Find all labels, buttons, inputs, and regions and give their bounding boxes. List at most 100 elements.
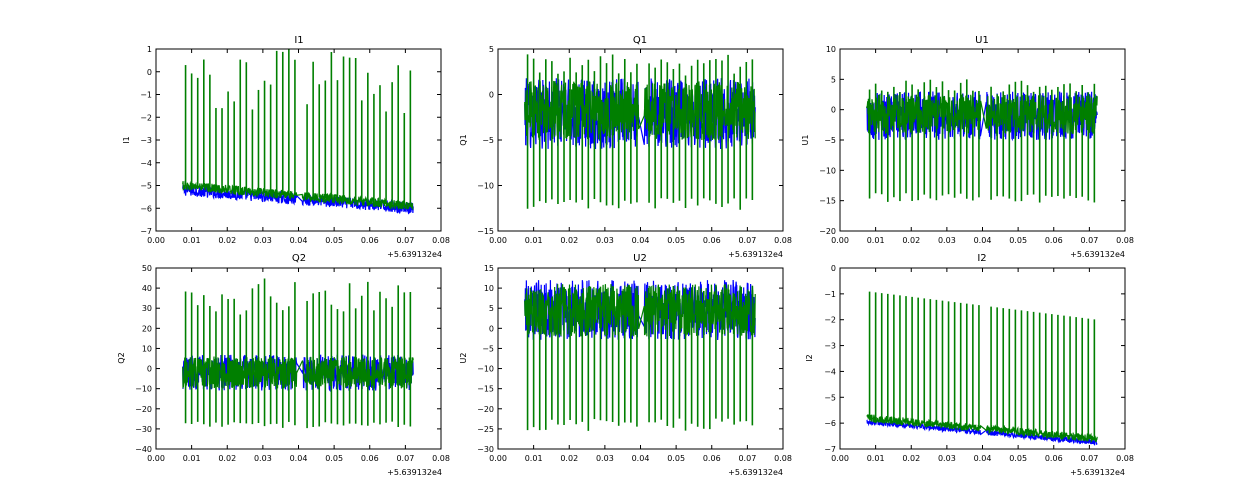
x-tick-label: 0.01 xyxy=(183,236,201,245)
y-axis-label: I1 xyxy=(122,136,131,143)
y-tick-label: −1 xyxy=(140,91,152,100)
panel-title: Q2 xyxy=(292,253,306,264)
panel-title: U2 xyxy=(633,253,647,264)
y-tick-label: −2 xyxy=(140,113,152,122)
x-tick-label: 0.08 xyxy=(432,454,450,463)
y-tick-label: −30 xyxy=(477,445,494,454)
y-tick-label: −4 xyxy=(824,367,836,376)
y-tick-label: 1 xyxy=(147,45,152,54)
panel-i1: I1 I1 +5.639132e4 0.00 0.01 0.02 0.03 0.04 0.… xyxy=(122,35,450,259)
y-tick-label: 10 xyxy=(484,284,494,293)
y-axis-label: Q2 xyxy=(117,352,126,363)
x-tick-label: 0.03 xyxy=(596,454,614,463)
x-tick-label: 0.00 xyxy=(489,236,507,245)
y-tick-label: −7 xyxy=(824,445,836,454)
panel-u2: U2 U2 +5.639132e4 0.00 0.01 0.02 0.03 0.04 0.… xyxy=(459,253,792,477)
panel-title: I1 xyxy=(294,35,303,46)
x-offset-label: +5.639132e4 xyxy=(728,250,783,259)
x-offset-label: +5.639132e4 xyxy=(1070,468,1125,477)
y-tick-label: −3 xyxy=(140,136,152,145)
x-tick-label: 0.01 xyxy=(525,454,543,463)
x-tick-label: 0.04 xyxy=(290,236,308,245)
x-tick-label: 0.00 xyxy=(831,236,849,245)
y-tick-label: −5 xyxy=(482,344,494,353)
y-tick-label: 50 xyxy=(142,264,152,273)
y-tick-label: 5 xyxy=(831,75,836,84)
x-tick-label: 0.06 xyxy=(1045,236,1063,245)
x-tick-label: 0.05 xyxy=(1009,454,1027,463)
y-tick-label: −6 xyxy=(824,419,836,428)
x-tick-label: 0.06 xyxy=(361,236,379,245)
x-tick-label: 0.04 xyxy=(632,454,650,463)
x-tick-label: 0.00 xyxy=(147,454,165,463)
y-tick-label: −20 xyxy=(819,227,836,236)
x-tick-label: 0.01 xyxy=(867,236,885,245)
x-tick-label: 0.03 xyxy=(938,454,956,463)
y-tick-label: −5 xyxy=(482,136,494,145)
panel-u1: U1 U1 +5.639132e4 0.00 0.01 0.02 0.03 0.04 0.… xyxy=(801,35,1134,259)
x-tick-label: 0.04 xyxy=(974,454,992,463)
y-tick-label: 5 xyxy=(489,304,494,313)
x-tick-label: 0.02 xyxy=(560,236,578,245)
y-axis-label: U1 xyxy=(801,135,810,146)
plot-area xyxy=(182,278,414,429)
x-tick-label: 0.07 xyxy=(738,236,756,245)
y-tick-label: −40 xyxy=(135,445,152,454)
series-line xyxy=(866,418,1098,446)
x-tick-label: 0.02 xyxy=(560,454,578,463)
x-tick-label: 0.04 xyxy=(632,236,650,245)
x-tick-label: 0.08 xyxy=(1116,236,1134,245)
x-tick-label: 0.05 xyxy=(667,236,685,245)
x-tick-label: 0.06 xyxy=(361,454,379,463)
x-tick-label: 0.00 xyxy=(147,236,165,245)
x-tick-label: 0.03 xyxy=(938,236,956,245)
x-tick-label: 0.06 xyxy=(703,236,721,245)
x-tick-label: 0.01 xyxy=(183,454,201,463)
y-tick-label: −5 xyxy=(140,182,152,191)
y-tick-label: −30 xyxy=(135,425,152,434)
y-tick-label: 40 xyxy=(142,284,152,293)
y-axis-label: I2 xyxy=(805,354,814,361)
panel-q1: Q1 Q1 +5.639132e4 0.00 0.01 0.02 0.03 0.04 0.… xyxy=(459,35,792,259)
x-tick-label: 0.08 xyxy=(774,454,792,463)
y-tick-label: −10 xyxy=(477,182,494,191)
panel-i2: I2 I2 +5.639132e4 0.00 0.01 0.02 0.03 0.04 0.… xyxy=(805,253,1134,477)
x-tick-label: 0.02 xyxy=(902,454,920,463)
x-tick-label: 0.06 xyxy=(703,454,721,463)
y-tick-label: 5 xyxy=(489,45,494,54)
y-tick-label: 0 xyxy=(147,365,152,374)
y-tick-label: 0 xyxy=(831,106,836,115)
x-tick-label: 0.08 xyxy=(432,236,450,245)
y-tick-label: 0 xyxy=(147,68,152,77)
x-tick-label: 0.03 xyxy=(596,236,614,245)
panel-q2: Q2 Q2 +5.639132e4 0.00 0.01 0.02 0.03 0.04 0.… xyxy=(117,253,450,477)
x-tick-label: 0.01 xyxy=(525,236,543,245)
y-tick-label: −10 xyxy=(819,166,836,175)
x-tick-label: 0.03 xyxy=(254,236,272,245)
y-tick-label: −5 xyxy=(824,393,836,402)
x-tick-label: 0.07 xyxy=(738,454,756,463)
y-tick-label: −3 xyxy=(824,342,836,351)
y-tick-label: −25 xyxy=(477,425,494,434)
y-tick-label: −20 xyxy=(477,405,494,414)
x-tick-label: 0.02 xyxy=(218,454,236,463)
y-tick-label: −10 xyxy=(135,385,152,394)
y-tick-label: 0 xyxy=(831,264,836,273)
plot-area xyxy=(524,54,756,210)
x-tick-label: 0.02 xyxy=(218,236,236,245)
x-tick-label: 0.07 xyxy=(1080,236,1098,245)
y-tick-label: −15 xyxy=(477,385,494,394)
x-tick-label: 0.06 xyxy=(1045,454,1063,463)
x-tick-label: 0.00 xyxy=(489,454,507,463)
y-tick-label: −6 xyxy=(140,204,152,213)
y-axis-label: Q1 xyxy=(459,134,468,145)
y-tick-label: −5 xyxy=(824,136,836,145)
panel-title: U1 xyxy=(975,35,989,46)
x-tick-label: 0.05 xyxy=(667,454,685,463)
x-offset-label: +5.639132e4 xyxy=(1070,250,1125,259)
x-tick-label: 0.05 xyxy=(325,236,343,245)
y-tick-label: 30 xyxy=(142,304,152,313)
y-tick-label: 10 xyxy=(142,344,152,353)
y-tick-label: 15 xyxy=(484,264,494,273)
